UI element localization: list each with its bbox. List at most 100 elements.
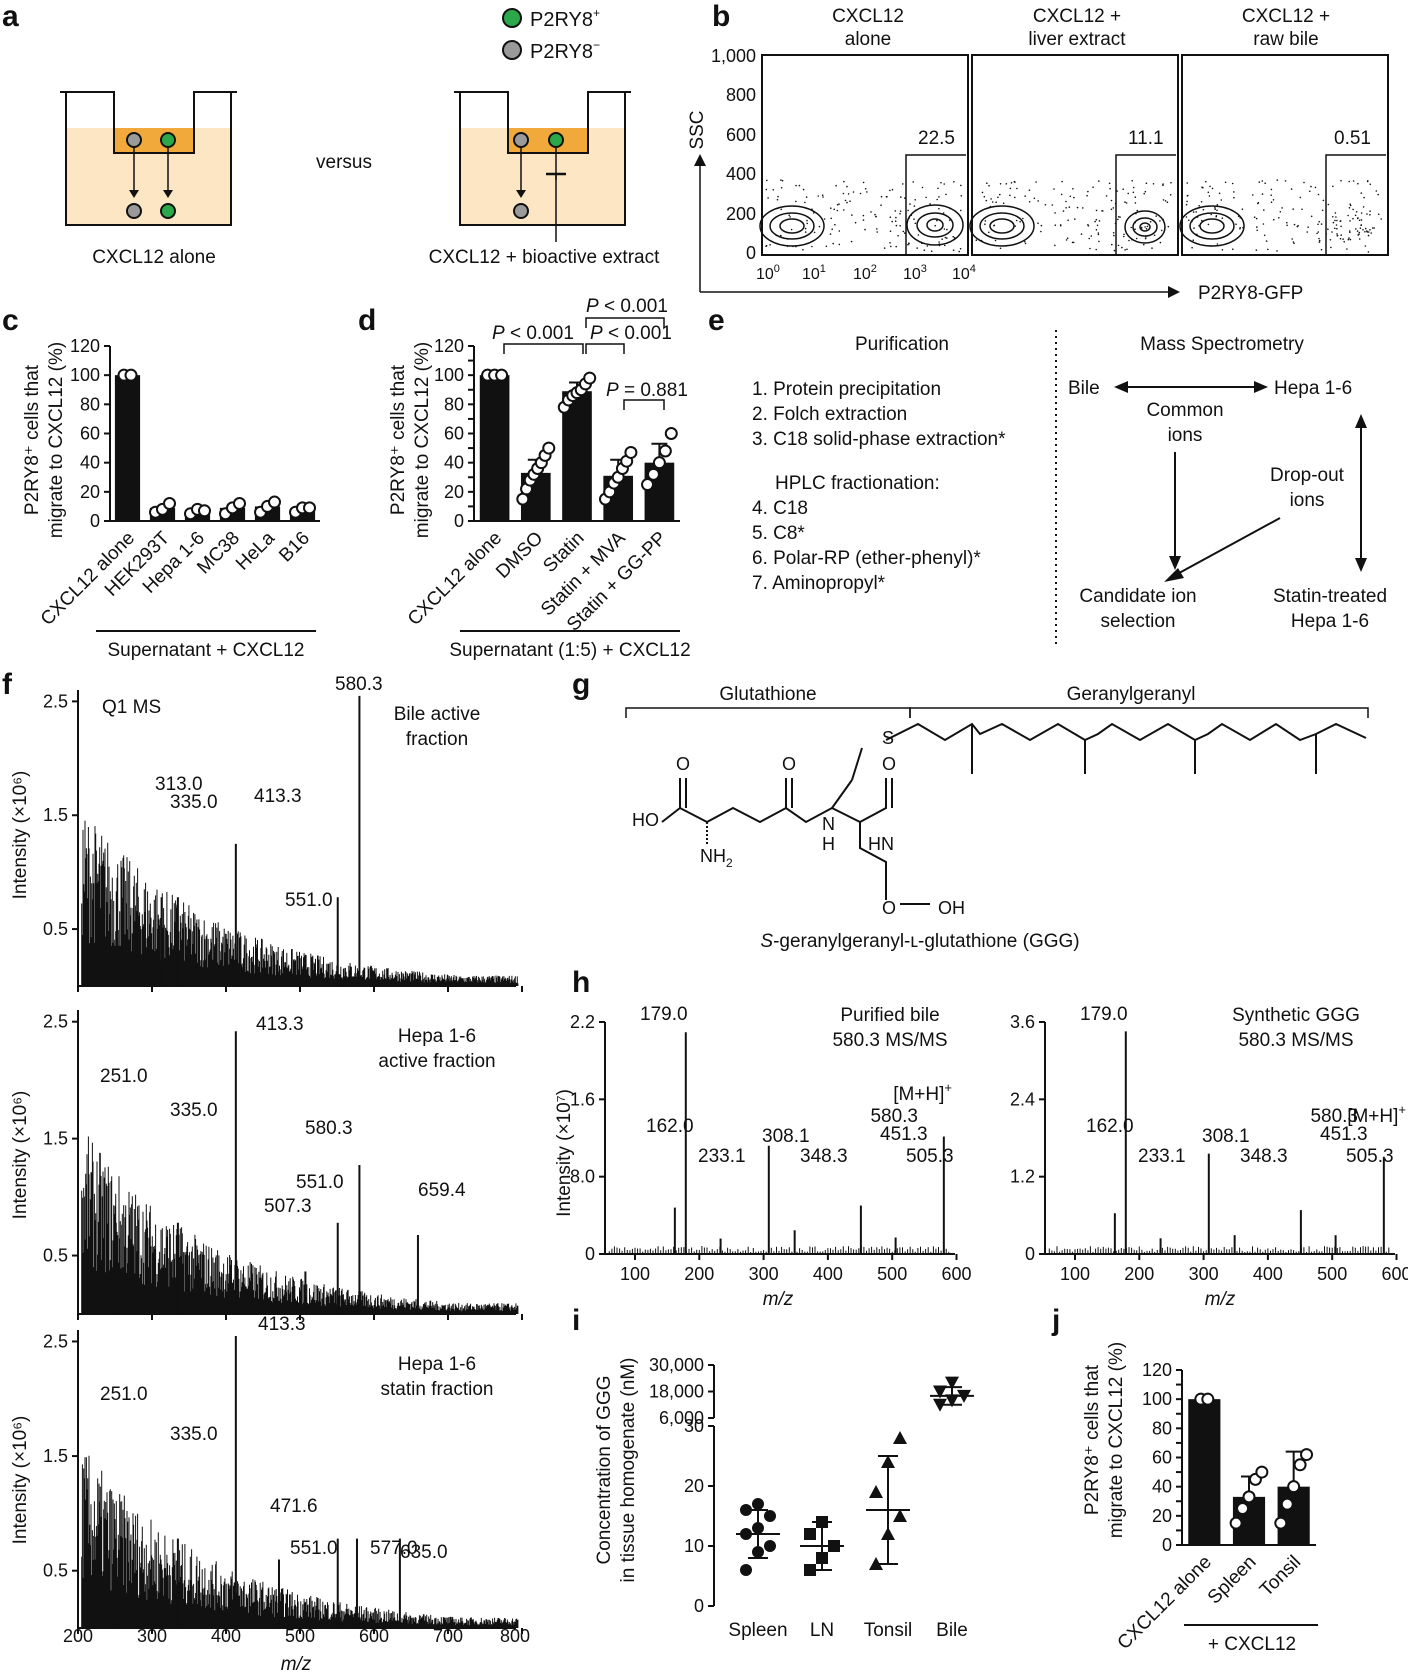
flow-dot	[984, 220, 987, 222]
peak-label: 179.0	[640, 1004, 688, 1025]
y-tick-label: 60	[444, 424, 464, 444]
flow-dot	[811, 245, 813, 248]
legend-grey-cell-icon	[502, 40, 522, 60]
panel-i-label: i	[572, 1304, 580, 1337]
flow-dot	[941, 238, 943, 240]
peak-label: 580.3	[305, 1118, 353, 1139]
flow-dot	[1014, 225, 1016, 227]
flow-dot	[765, 188, 768, 191]
flow-dot	[1080, 233, 1083, 235]
flow-dot	[1044, 204, 1047, 206]
flow-dot	[1037, 222, 1039, 224]
flow-dot	[1192, 211, 1195, 213]
hplc-heading: HPLC fractionation:	[775, 473, 940, 494]
data-point	[740, 1564, 752, 1576]
flow-dot	[1128, 239, 1130, 242]
flow-dot	[1123, 235, 1125, 238]
flow-dot	[1349, 204, 1352, 207]
panel-c-label: c	[2, 304, 19, 337]
y-tick-label: 0.5	[43, 1561, 68, 1581]
flow-dot	[1117, 244, 1120, 247]
flow-dot	[1105, 195, 1108, 197]
flow-dot	[880, 195, 883, 198]
flow-dot	[945, 193, 947, 196]
flow-dot	[1185, 216, 1188, 218]
flow-dot	[1281, 207, 1283, 209]
y-tick-label: 40	[1152, 1477, 1172, 1497]
flow-dot	[1067, 219, 1069, 222]
atom-o-2: O	[782, 754, 796, 774]
x-tick-label: 400	[1253, 1264, 1283, 1284]
flow-dot	[1095, 248, 1097, 251]
flow-dot	[915, 209, 917, 211]
flow-dot	[1013, 180, 1016, 183]
common-ions-2: ions	[1168, 425, 1203, 446]
flow-dot	[1136, 209, 1139, 212]
peak-label: 162.0	[1086, 1116, 1134, 1137]
flow-dot	[990, 198, 992, 200]
flow-dot	[1054, 224, 1057, 226]
flow-dot	[876, 231, 878, 233]
flow-dot	[1360, 212, 1363, 214]
flow-dot	[1112, 232, 1115, 234]
data-point	[816, 1516, 828, 1528]
flow-dot	[1360, 224, 1362, 227]
flow-dot	[1159, 241, 1162, 244]
flow-dot	[1065, 239, 1068, 241]
flow-dot	[938, 207, 940, 210]
x-tick-label: 100	[620, 1264, 650, 1284]
flow-dot	[1088, 237, 1090, 240]
flow-dot	[1117, 216, 1120, 218]
flow-dot	[910, 214, 913, 216]
flow-dot	[1318, 241, 1321, 243]
data-point	[945, 1394, 959, 1408]
flow-dot	[1022, 217, 1024, 220]
flow-dot	[1116, 190, 1118, 192]
dropout-1: Drop-out	[1270, 465, 1345, 486]
flow-dot	[921, 242, 923, 244]
flow-dot	[1349, 203, 1351, 205]
spectrum-noise	[81, 1136, 519, 1314]
flow-scatter-dots	[765, 179, 1382, 253]
flow-dot	[908, 217, 910, 220]
panel-a: a P2RY8+ P2RY8− CXCL12 alone versus	[2, 0, 660, 268]
flow-dot	[1060, 193, 1063, 196]
flow-dot	[1112, 207, 1115, 209]
flow-dot	[1028, 201, 1031, 203]
flow-dot	[899, 225, 901, 227]
data-point	[664, 427, 678, 440]
data-point	[1255, 1465, 1269, 1479]
flow-dot	[1040, 224, 1043, 227]
flow-dot	[1113, 249, 1116, 252]
y-tick-label: 0.5	[43, 919, 68, 939]
ms-title: Mass Spectrometry	[1140, 334, 1304, 355]
flow-dot	[767, 197, 769, 199]
flow-dot	[1132, 191, 1135, 194]
y-tick-label: 2.2	[570, 1012, 595, 1032]
flow-dot	[1306, 231, 1308, 233]
d-ylabel-2: migrate to CXCL12 (%)	[412, 342, 433, 538]
flow-dot	[988, 184, 990, 187]
flow-dot	[1347, 238, 1350, 241]
b-xtick-2: 102	[853, 263, 877, 283]
flow-dot	[1134, 202, 1137, 204]
flow-dot	[818, 225, 821, 228]
flow-dot	[899, 210, 902, 212]
flow-dot	[864, 188, 867, 190]
flow-dot	[989, 205, 992, 208]
flow-dot	[1144, 190, 1147, 193]
flow-dot	[926, 245, 929, 247]
flow-dot	[913, 218, 915, 220]
flow-dot	[938, 241, 940, 243]
flow-dot	[1210, 213, 1212, 216]
data-point	[163, 497, 176, 510]
flow-dot	[946, 237, 948, 239]
flow-dot	[1135, 237, 1138, 240]
peak-label: 551.0	[290, 1538, 338, 1559]
flow-dot	[981, 191, 984, 194]
flow-dot	[862, 214, 865, 217]
flow-dot	[1095, 229, 1098, 231]
flow-dot	[769, 244, 771, 246]
flow-dot	[1167, 225, 1170, 228]
